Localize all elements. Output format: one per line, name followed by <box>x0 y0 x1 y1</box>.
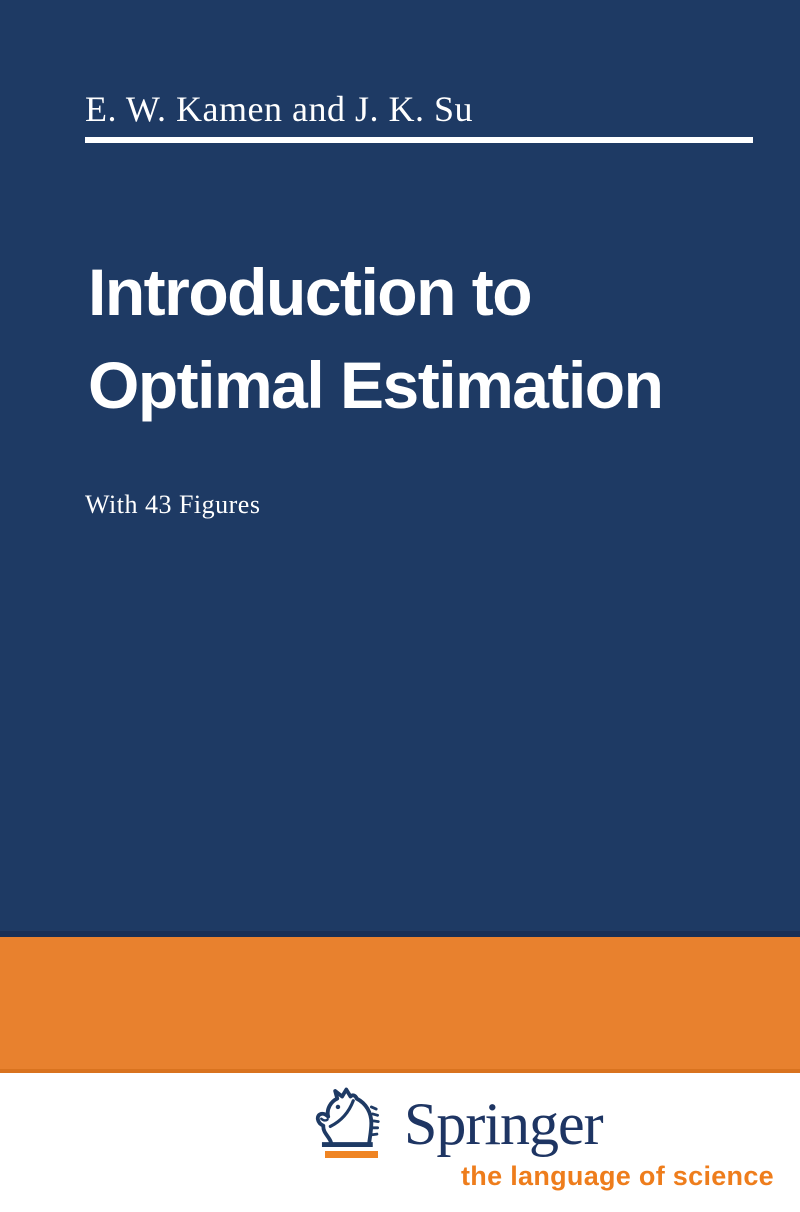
book-title: Introduction to Optimal Estimation <box>88 246 664 432</box>
authors-line: E. W. Kamen and J. K. Su <box>85 89 473 129</box>
publisher-tagline: the language of science <box>461 1161 774 1191</box>
publisher-name: Springer <box>404 1091 604 1157</box>
springer-knight-icon <box>315 1087 380 1147</box>
authors-divider-rule <box>85 137 753 143</box>
publisher-area: Springer the language of science <box>0 1073 800 1212</box>
cover-top-panel: E. W. Kamen and J. K. Su Introduction to… <box>0 0 800 937</box>
book-title-line1: Introduction to <box>88 255 533 329</box>
figures-note: With 43 Figures <box>85 490 261 519</box>
knight-underline-bar <box>325 1151 378 1158</box>
orange-band <box>0 937 800 1073</box>
book-title-line2: Optimal Estimation <box>88 348 664 422</box>
